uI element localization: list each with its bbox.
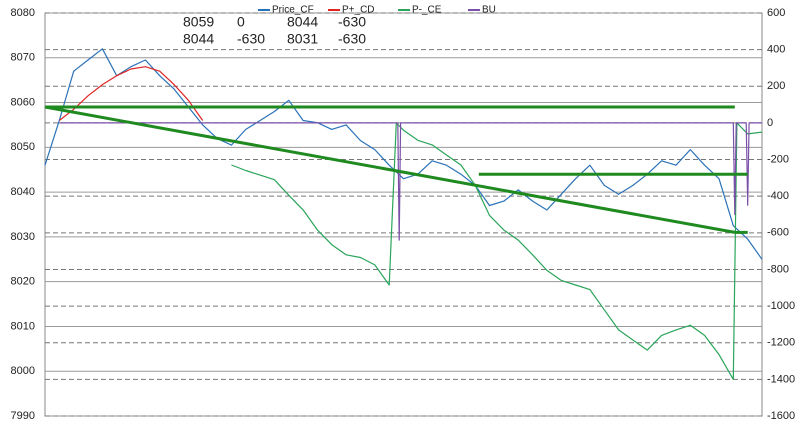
y2-tick-label: -1400 — [767, 373, 795, 385]
y-tick-label: 8070 — [11, 52, 35, 64]
y-tick-label: 8040 — [11, 186, 35, 198]
legend-label: P+_CD — [342, 5, 375, 16]
y2-tick-label: 400 — [767, 44, 785, 56]
y-tick-label: 7990 — [11, 410, 35, 422]
y2-tick-label: 200 — [767, 80, 785, 92]
y-tick-label: 8000 — [11, 365, 35, 377]
y2-tick-label: -600 — [767, 227, 789, 239]
annotation: 0 — [237, 14, 245, 30]
y-tick-label: 8010 — [11, 320, 35, 332]
y2-tick-label: -1000 — [767, 300, 795, 312]
y-tick-label: 8020 — [11, 276, 35, 288]
y2-tick-label: -1600 — [767, 410, 795, 422]
y-tick-label: 8080 — [11, 7, 35, 19]
trend-line — [44, 105, 736, 234]
legend-label: BU — [482, 5, 496, 16]
legend-label: P-_CE — [412, 5, 442, 16]
annotation: 8044 — [287, 14, 318, 30]
plot-area — [44, 12, 763, 417]
y2-tick-label: -800 — [767, 263, 789, 275]
series-line — [231, 122, 763, 380]
series-line — [44, 48, 763, 260]
series-line — [59, 122, 762, 241]
annotation: 8059 — [183, 14, 214, 30]
annotation: -630 — [338, 31, 366, 47]
y2-tick-label: -400 — [767, 190, 789, 202]
y2-tick-label: 0 — [767, 117, 773, 129]
annotation: -630 — [338, 14, 366, 30]
y2-tick-label: -200 — [767, 153, 789, 165]
legend-label: Price_CF — [272, 5, 314, 16]
annotation: 8031 — [287, 31, 318, 47]
series-line — [58, 66, 204, 121]
y-tick-label: 8030 — [11, 231, 35, 243]
y-tick-label: 8050 — [11, 141, 35, 153]
y-tick-label: 8060 — [11, 96, 35, 108]
annotation: -630 — [237, 31, 265, 47]
annotation: 8044 — [183, 31, 214, 47]
y2-tick-label: 600 — [767, 7, 785, 19]
y2-tick-label: -1200 — [767, 337, 795, 349]
